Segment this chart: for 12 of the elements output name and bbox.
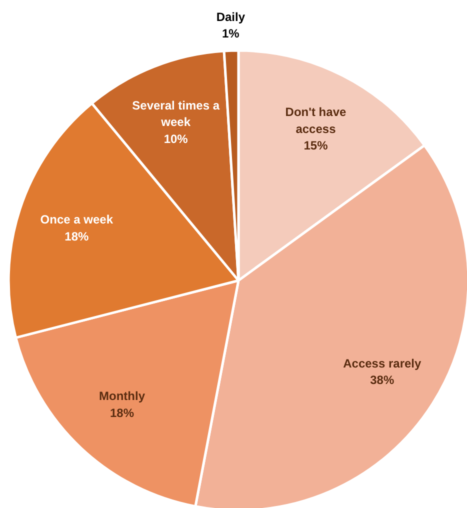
data-label: 15% <box>304 138 328 153</box>
slice-label: Once a week <box>40 212 114 226</box>
data-label: 38% <box>370 373 394 388</box>
data-label: 10% <box>164 132 188 146</box>
data-label: 18% <box>110 406 134 420</box>
slice-label: Don't have access <box>285 105 346 136</box>
slice-label: Monthly <box>99 389 146 404</box>
slice-label: Daily <box>216 10 246 24</box>
data-label: 18% <box>64 229 89 244</box>
data-label: 1% <box>222 26 240 41</box>
slice-label: Access rarely <box>343 356 422 370</box>
slice-label: Several times a week <box>132 98 220 130</box>
